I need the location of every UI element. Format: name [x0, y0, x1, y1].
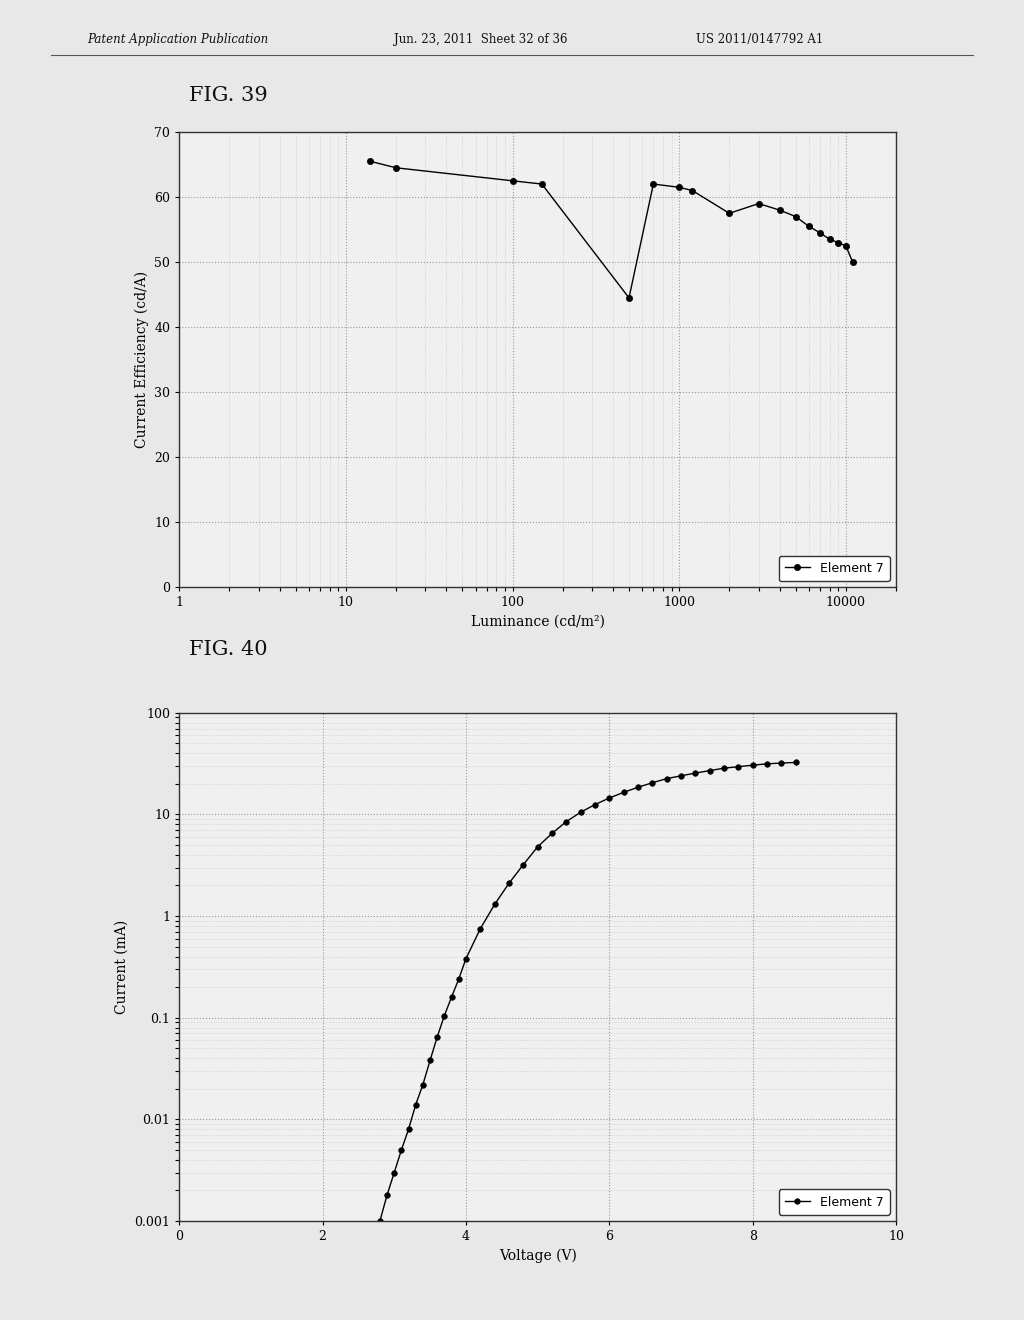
- X-axis label: Voltage (V): Voltage (V): [499, 1249, 577, 1263]
- Text: Jun. 23, 2011  Sheet 32 of 36: Jun. 23, 2011 Sheet 32 of 36: [394, 33, 567, 46]
- Legend: Element 7: Element 7: [778, 1189, 890, 1214]
- Text: FIG. 40: FIG. 40: [189, 640, 268, 659]
- Legend: Element 7: Element 7: [778, 556, 890, 581]
- Y-axis label: Current (mA): Current (mA): [115, 920, 129, 1014]
- X-axis label: Luminance (cd/m²): Luminance (cd/m²): [471, 615, 604, 630]
- Text: Patent Application Publication: Patent Application Publication: [87, 33, 268, 46]
- Text: US 2011/0147792 A1: US 2011/0147792 A1: [696, 33, 823, 46]
- Text: FIG. 39: FIG. 39: [189, 86, 268, 104]
- Y-axis label: Current Efficiency (cd/A): Current Efficiency (cd/A): [134, 271, 148, 449]
